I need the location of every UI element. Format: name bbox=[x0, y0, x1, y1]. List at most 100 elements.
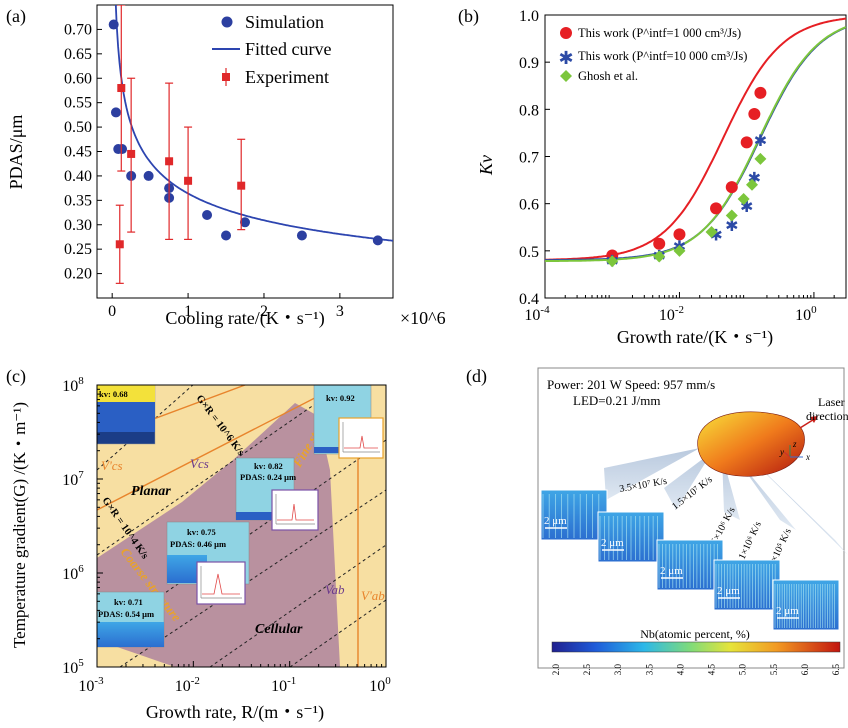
panel-label-d: (d) bbox=[466, 366, 487, 387]
fitted-curve-path bbox=[114, 5, 393, 242]
x-tick-label-c: 10-1 bbox=[271, 675, 296, 695]
colorbar-tick-label: 5.5 bbox=[769, 664, 779, 676]
curve-2 bbox=[545, 26, 846, 263]
panel-label-c: (c) bbox=[6, 366, 26, 387]
colorbar-tick-label: 6.5 bbox=[831, 664, 841, 676]
inset-3-pdas: PDAS: 0.24 μm bbox=[240, 472, 296, 482]
inset-1-kv: kv: 0.68 bbox=[99, 389, 128, 399]
region-cellular: Cellular bbox=[255, 622, 303, 637]
y-tick-label-a: 0.50 bbox=[64, 119, 92, 136]
inset-1: kv: 0.68 bbox=[97, 385, 156, 445]
point-ghosh bbox=[754, 152, 767, 165]
colorbar-tick-label: 5.0 bbox=[738, 664, 748, 676]
inset-2: kv: 0.92 bbox=[313, 385, 384, 459]
point-this-work-1000 bbox=[653, 237, 666, 250]
curves-b bbox=[545, 17, 846, 263]
y-tick-label-c: 107 bbox=[62, 469, 84, 489]
inset-4-kv: kv: 0.75 bbox=[187, 527, 216, 537]
simulation-point bbox=[221, 230, 232, 241]
axis-triad: z y x bbox=[779, 439, 810, 462]
axis-y: y bbox=[779, 447, 784, 457]
simulation-point bbox=[111, 5, 114, 6]
gr-line-6 bbox=[289, 599, 386, 667]
y-tick-label-a: 0.40 bbox=[64, 168, 92, 185]
point-this-work-10000: ✱ bbox=[725, 218, 738, 235]
legend-marker-this-work-1000 bbox=[560, 27, 572, 39]
legend-label-this-work-10000: This work (P^intf=10 000 cm³/Js) bbox=[578, 49, 747, 63]
y-tick-label-c: 106 bbox=[62, 563, 84, 583]
inset-4-plot bbox=[196, 561, 246, 605]
legend-label-this-work-1000: This work (P^intf=1 000 cm³/Js) bbox=[578, 26, 741, 40]
legend-marker-ghosh bbox=[560, 70, 572, 82]
inset-5-kv: kv: 0.71 bbox=[114, 597, 143, 607]
legend-marker-simulation bbox=[221, 16, 233, 28]
experiment-point bbox=[184, 176, 193, 185]
points-b: ✱✱✱✱✱✱✱✱ bbox=[606, 86, 767, 270]
y-tick-label-b: 0.8 bbox=[519, 102, 539, 119]
x-tick-label-a: 0 bbox=[108, 303, 116, 320]
inset-3: kv: 0.82 PDAS: 0.24 μm bbox=[235, 457, 319, 531]
simulation-point bbox=[372, 235, 383, 246]
legend-b: This work (P^intf=1 000 cm³/Js) ✱ This w… bbox=[558, 26, 747, 83]
experiment-point bbox=[165, 157, 174, 166]
simulation-point bbox=[202, 209, 213, 220]
y-axis-label-c: Temperature gradient(G) /(K・m⁻¹) bbox=[10, 402, 29, 648]
microstructure-tiles: 2 μm 2 μm 2 μm 2 μm 2 μm bbox=[540, 489, 840, 631]
axis-z: z bbox=[792, 439, 797, 449]
point-ghosh bbox=[746, 178, 759, 191]
y-tick-label-b: 0.7 bbox=[519, 150, 539, 167]
curve-0 bbox=[545, 17, 846, 261]
gr-line-4 bbox=[119, 489, 386, 667]
y-tick-label-a: 0.45 bbox=[64, 144, 92, 161]
point-ghosh bbox=[737, 192, 750, 205]
label-vab: Vab bbox=[325, 582, 345, 597]
experiment-point bbox=[117, 84, 126, 93]
label-vcs-prime: V'cs bbox=[101, 458, 123, 473]
inset-5: kv: 0.71 PDAS: 0.54 μm bbox=[97, 591, 165, 648]
gr-line-2 bbox=[97, 385, 344, 556]
x-tick-label-a: 1 bbox=[184, 303, 192, 320]
process-line-1: Power: 201 W Speed: 957 mm/s bbox=[547, 377, 715, 392]
plot-frame-c bbox=[96, 384, 387, 668]
panel-d: (d) Power: 201 W Speed: 957 mm/s LED=0.2… bbox=[466, 366, 848, 675]
panel-label-a: (a) bbox=[6, 6, 26, 27]
fitted-curve-a bbox=[114, 5, 393, 242]
x-tick-label-c: 10-2 bbox=[175, 675, 200, 695]
simulation-point bbox=[143, 170, 154, 181]
colorbar-tick-label: 2.0 bbox=[551, 664, 561, 676]
panel-label-b: (b) bbox=[458, 6, 479, 27]
colorbar-tick-label: 6.0 bbox=[800, 664, 810, 676]
x-axis-label-b: Growth rate/(K・s⁻¹) bbox=[617, 327, 773, 348]
legend-marker-exp bbox=[222, 73, 230, 81]
point-this-work-1000 bbox=[748, 108, 761, 121]
y-tick-label-b: 0.6 bbox=[519, 197, 539, 214]
y-tick-label-a: 0.25 bbox=[64, 241, 92, 258]
upper-planar-line bbox=[97, 385, 341, 511]
laser-label-2: direction bbox=[806, 409, 848, 423]
y-tick-label-c: 105 bbox=[62, 657, 84, 677]
y-tick-label-a: 0.70 bbox=[64, 21, 92, 38]
experiment-point bbox=[237, 181, 246, 190]
scalebar-label: 2 μm bbox=[601, 537, 624, 549]
legend-label-simulation: Simulation bbox=[245, 12, 324, 32]
colorbar bbox=[551, 641, 841, 653]
point-ghosh bbox=[725, 209, 738, 222]
melt-pool bbox=[697, 411, 805, 477]
point-ghosh bbox=[673, 244, 686, 257]
colorbar-tick-label: 3.0 bbox=[613, 664, 623, 676]
point-ghosh bbox=[606, 255, 619, 268]
point-ghosh bbox=[705, 225, 718, 238]
axis-x: x bbox=[805, 452, 810, 462]
legend-label-experiment: Experiment bbox=[245, 67, 329, 87]
y-tick-label-a: 0.65 bbox=[64, 46, 92, 63]
x-tick-label-c: 10-3 bbox=[78, 675, 104, 695]
colorbar-tick-label: 4.0 bbox=[675, 664, 685, 676]
inset-2-kv: kv: 0.92 bbox=[326, 393, 355, 403]
process-map: Planar Cellular Fine structure Coarse st… bbox=[97, 385, 386, 667]
colorbar-tick-label: 4.5 bbox=[707, 664, 717, 676]
x-axis-label-a: Cooling rate/(K・s⁻¹) bbox=[165, 308, 324, 329]
y-tick-label-b: 0.9 bbox=[519, 55, 539, 72]
scalebar-label: 2 μm bbox=[660, 565, 683, 577]
axes-a: 0 1 2 3 0.20 0.25 0.30 0.35 0.40 0.45 0.50 0.55 0.60… bbox=[64, 21, 344, 320]
